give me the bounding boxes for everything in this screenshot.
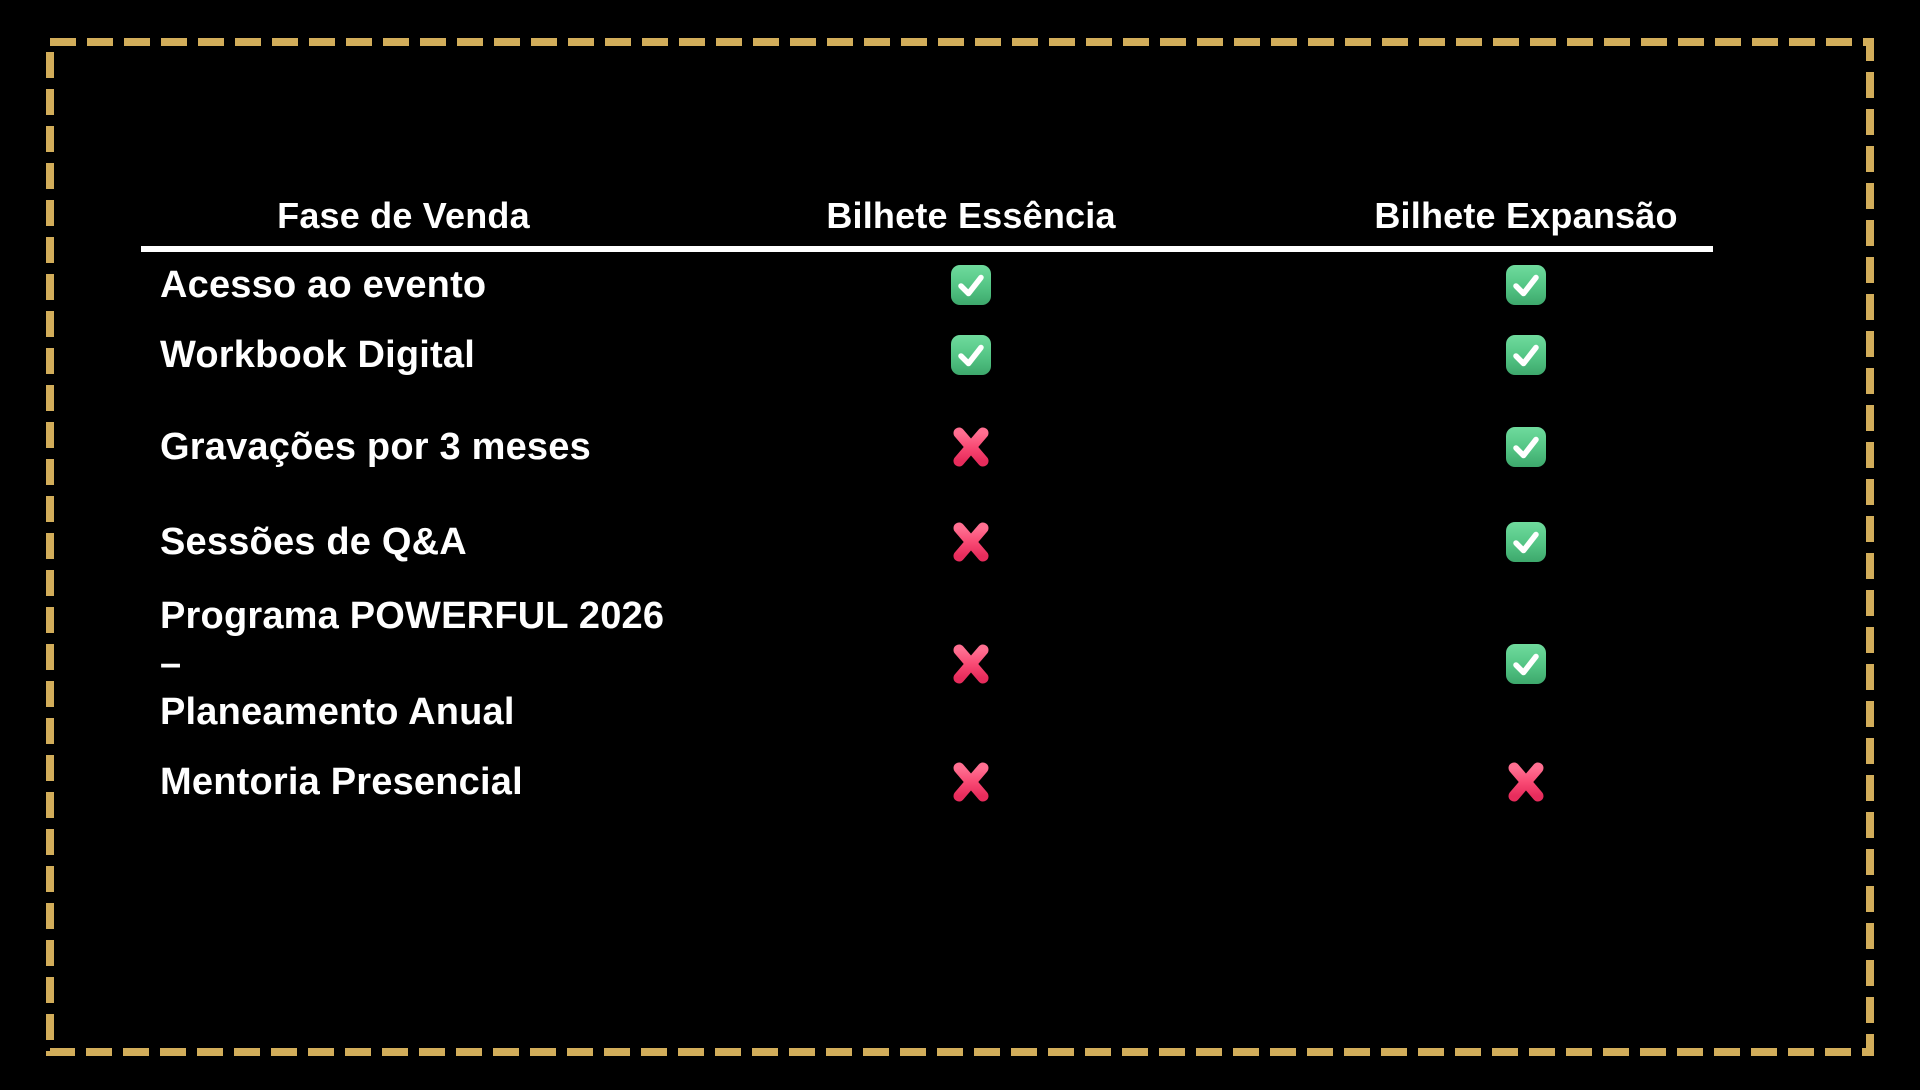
essencia-cell [666, 519, 1276, 565]
expansao-cell [1276, 521, 1776, 563]
feature-label: Programa POWERFUL 2026 – Planeamento Anu… [160, 595, 665, 733]
essencia-cell [666, 424, 1276, 470]
table-header-row: Fase de Venda Bilhete Essência Bilhete E… [141, 195, 1776, 237]
cross-icon [1502, 759, 1550, 805]
column-header-bilhete-expansao: Bilhete Expansão [1374, 195, 1678, 236]
expansao-cell [1276, 264, 1776, 306]
table-row: Acesso ao evento [141, 261, 1776, 309]
table-row: Mentoria Presencial [141, 758, 1776, 806]
check-icon [1505, 521, 1547, 563]
feature-label: Acesso ao evento [160, 264, 487, 306]
essencia-cell [666, 759, 1276, 805]
check-icon [950, 334, 992, 376]
comparison-table: Fase de Venda Bilhete Essência Bilhete E… [141, 0, 1776, 1090]
column-header-bilhete-essencia: Bilhete Essência [826, 195, 1116, 236]
check-icon [1505, 334, 1547, 376]
table-row: Workbook Digital [141, 331, 1776, 379]
check-icon [1505, 643, 1547, 685]
essencia-cell [666, 641, 1276, 687]
table-row: Sessões de Q&A [141, 518, 1776, 566]
header-divider-line [141, 246, 1713, 252]
column-header-fase-de-venda: Fase de Venda [277, 195, 530, 236]
cross-icon [947, 519, 995, 565]
feature-label: Gravações por 3 meses [160, 426, 591, 468]
cross-icon [947, 759, 995, 805]
check-icon [1505, 426, 1547, 468]
cross-icon [947, 424, 995, 470]
expansao-cell [1276, 426, 1776, 468]
cross-icon [947, 641, 995, 687]
expansao-cell [1276, 643, 1776, 685]
table-row: Gravações por 3 meses [141, 423, 1776, 471]
table-row: Programa POWERFUL 2026 – Planeamento Anu… [141, 592, 1776, 736]
essencia-cell [666, 334, 1276, 376]
feature-label: Mentoria Presencial [160, 761, 523, 803]
check-icon [1505, 264, 1547, 306]
feature-label: Sessões de Q&A [160, 521, 467, 563]
expansao-cell [1276, 759, 1776, 805]
feature-label: Workbook Digital [160, 334, 475, 376]
essencia-cell [666, 264, 1276, 306]
check-icon [950, 264, 992, 306]
expansao-cell [1276, 334, 1776, 376]
